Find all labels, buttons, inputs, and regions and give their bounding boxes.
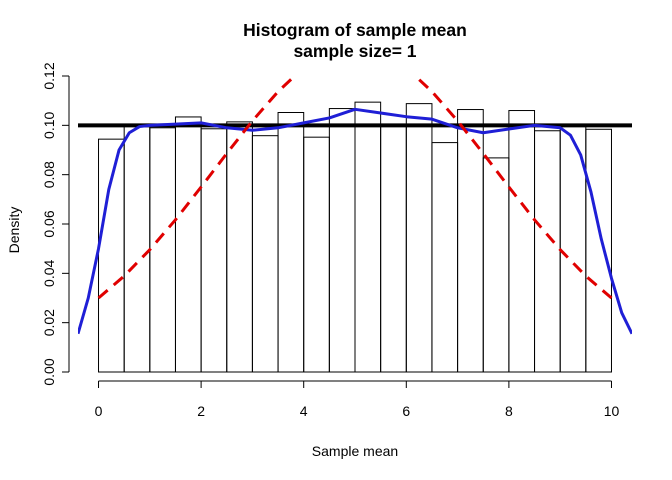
histogram-bar bbox=[328, 108, 356, 373]
histogram-bar bbox=[277, 112, 305, 373]
x-tick-label: 6 bbox=[402, 403, 410, 419]
y-tick-label: 0.00 bbox=[41, 358, 57, 385]
normal-density-curve bbox=[97, 76, 613, 300]
histogram-bar bbox=[354, 101, 382, 373]
chart-title: Histogram of sample mean bbox=[243, 20, 467, 40]
histogram-bar bbox=[200, 128, 228, 373]
kernel-density-curve bbox=[78, 107, 632, 335]
chart-subtitle: sample size= 1 bbox=[293, 41, 416, 61]
x-tick-label: 4 bbox=[300, 403, 308, 419]
x-axis: 0 2 4 6 8 10 bbox=[95, 380, 620, 419]
histogram-bar bbox=[534, 130, 561, 373]
histogram-bar bbox=[174, 116, 202, 373]
histogram-bar bbox=[482, 157, 510, 373]
y-axis: 0.00 0.02 0.04 0.06 0.08 0.10 0.12 bbox=[41, 62, 70, 386]
x-tick-label: 2 bbox=[197, 403, 205, 419]
y-tick-label: 0.08 bbox=[41, 161, 57, 188]
x-tick-label: 0 bbox=[95, 403, 103, 419]
histogram-bar bbox=[123, 124, 151, 373]
histogram-bar bbox=[508, 110, 536, 373]
histogram-bars bbox=[98, 101, 612, 373]
histogram-bar bbox=[303, 136, 330, 373]
histogram-bar bbox=[405, 103, 433, 373]
histogram-bar bbox=[380, 125, 407, 373]
y-axis-label: Density bbox=[6, 207, 22, 254]
y-tick-label: 0.02 bbox=[41, 309, 57, 336]
histogram-bar bbox=[226, 121, 253, 373]
histogram-bar bbox=[251, 135, 279, 373]
histogram-bar bbox=[149, 127, 176, 373]
x-axis-label: Sample mean bbox=[312, 443, 398, 459]
histogram-bar bbox=[585, 128, 612, 373]
y-tick-label: 0.12 bbox=[41, 62, 57, 89]
x-tick-label: 10 bbox=[604, 403, 620, 419]
density-curves bbox=[78, 76, 632, 335]
y-tick-label: 0.06 bbox=[41, 210, 57, 237]
x-tick-label: 8 bbox=[505, 403, 513, 419]
y-tick-label: 0.04 bbox=[41, 259, 57, 286]
y-tick-label: 0.10 bbox=[41, 111, 57, 138]
histogram-bar bbox=[431, 142, 459, 373]
